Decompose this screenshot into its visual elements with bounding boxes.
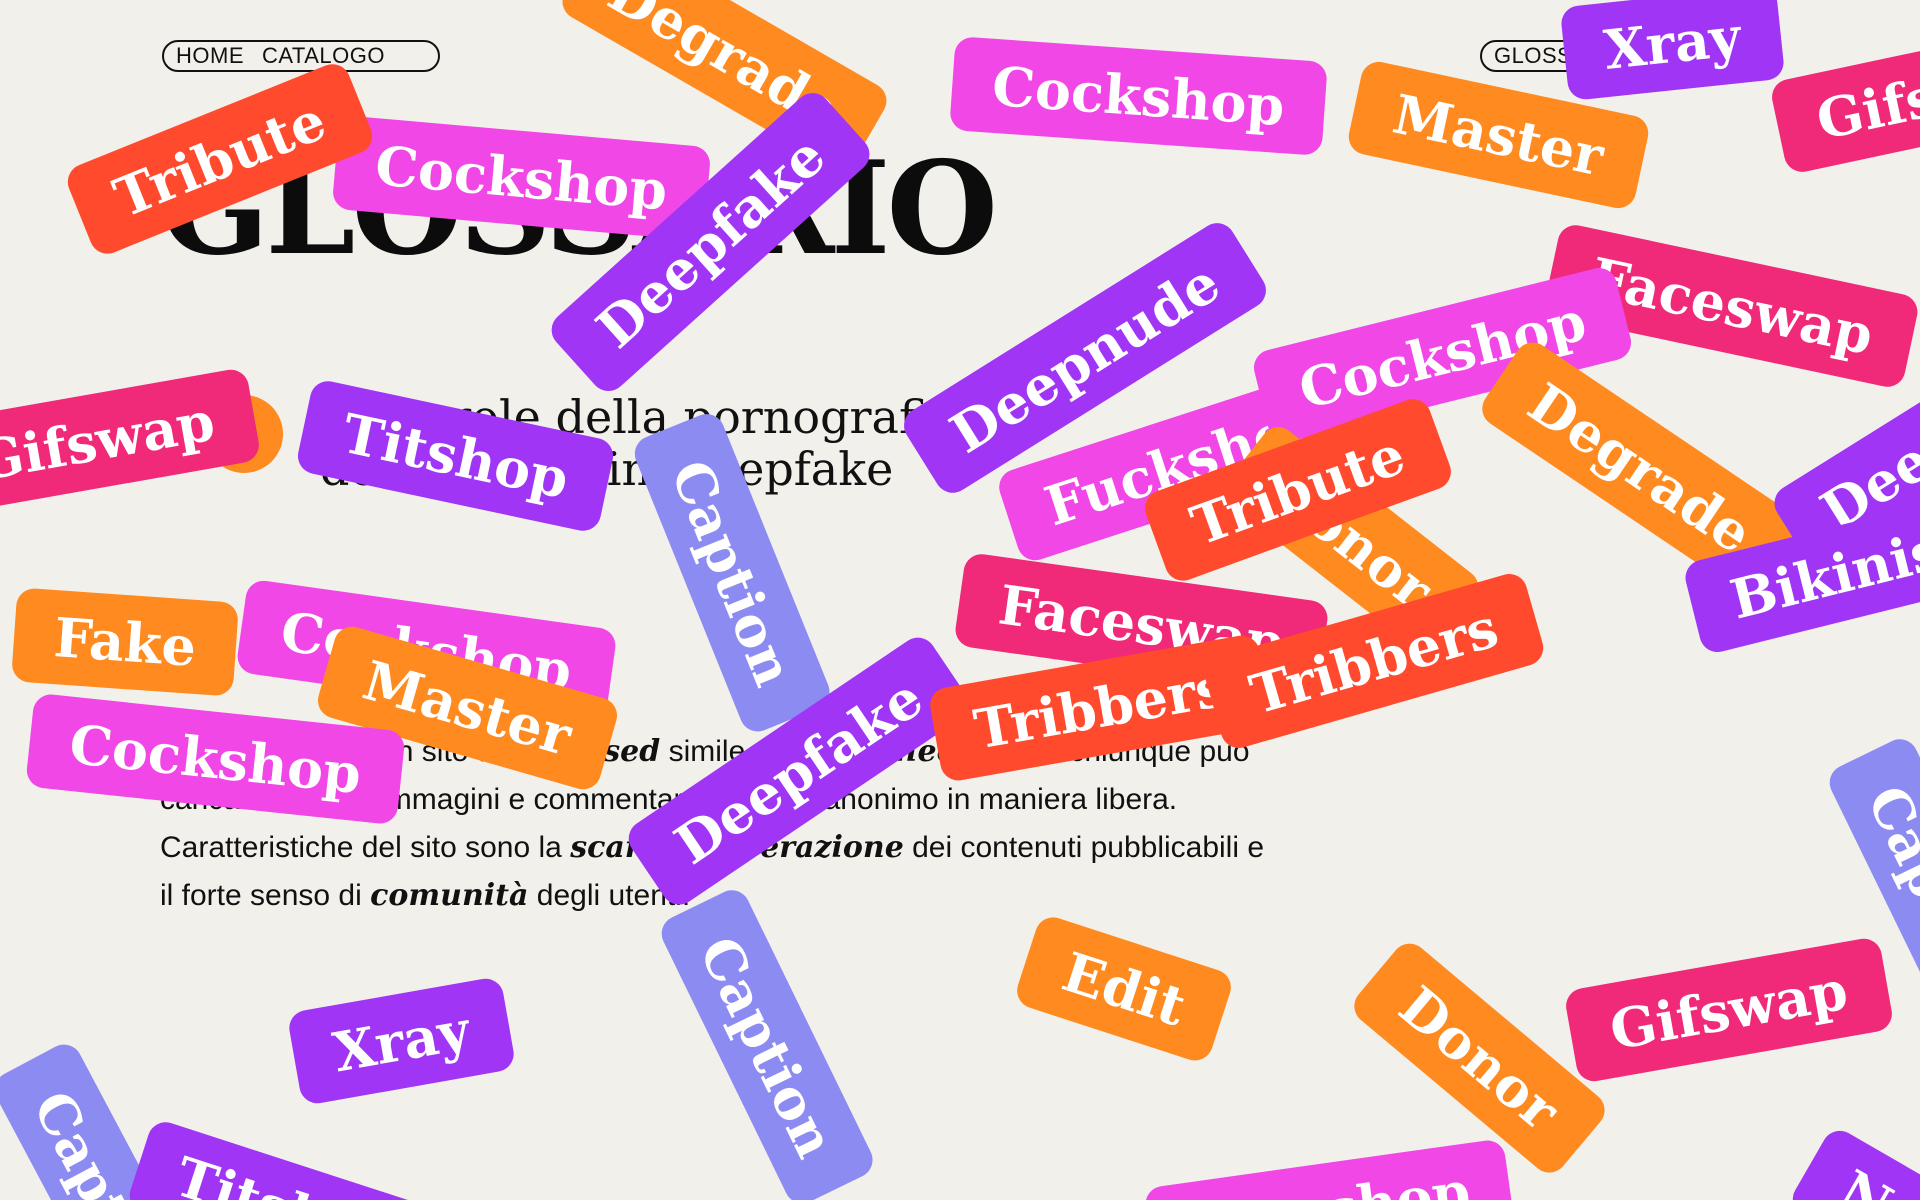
tag-degrade[interactable]: Degrade (548, 1193, 882, 1200)
tag-gifswap[interactable]: Gifswap (1768, 16, 1920, 175)
body-emphasis: comunità (370, 878, 529, 913)
tag-xray[interactable]: Xray (1559, 0, 1786, 101)
nav-home-link[interactable]: HOME (176, 43, 244, 68)
tag-gifswap[interactable]: Gifswap (1563, 936, 1895, 1085)
tag-xray[interactable]: Xray (286, 975, 517, 1106)
tag-caption[interactable]: Caption (655, 884, 879, 1200)
tag-titshop[interactable]: Titshop (125, 1117, 449, 1200)
tag-gifswap[interactable]: Gifswap (0, 366, 261, 515)
tag-edit[interactable]: Edit (1012, 913, 1236, 1066)
tag-cockshop[interactable]: Cockshop (949, 35, 1328, 156)
tag-fake[interactable]: Fake (10, 586, 240, 697)
nav-catalogo-link[interactable]: CATALOGO (262, 43, 385, 68)
body-text: dei contenuti pubblicabili e il forte se… (160, 831, 1265, 912)
nav-breadcrumb-left: HOME CATALOGO (162, 40, 440, 72)
tag-cumshop[interactable]: Cumshop (1143, 1137, 1516, 1200)
tag-nudeshop[interactable]: Nudeshop (1786, 1124, 1920, 1200)
